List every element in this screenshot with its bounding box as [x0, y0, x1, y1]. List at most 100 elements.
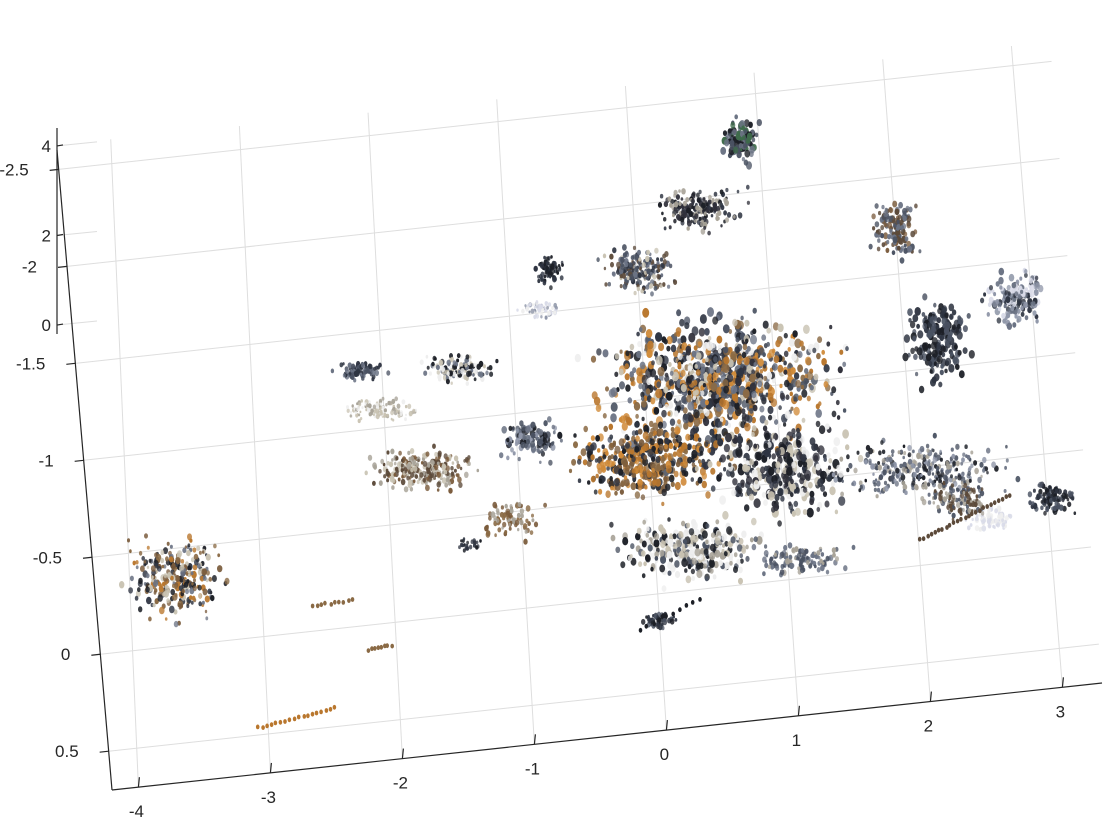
cloud-point — [1032, 488, 1036, 493]
cloud-point — [700, 390, 705, 397]
cloud-point — [372, 413, 375, 416]
cloud-point — [269, 722, 274, 728]
cloud-point — [685, 575, 692, 584]
cloud-point — [538, 429, 544, 436]
cloud-point — [506, 455, 510, 461]
cloud-point — [550, 255, 553, 259]
cloud-point — [966, 499, 970, 505]
cloud-point — [616, 261, 621, 269]
cloud-point — [488, 365, 493, 371]
cloud-point — [696, 569, 703, 579]
cloud-point — [376, 645, 381, 651]
cloud-point — [745, 338, 749, 344]
cloud-point — [596, 348, 602, 356]
cloud-point — [430, 459, 435, 465]
cloud-point — [657, 268, 661, 273]
cloud-point — [868, 447, 873, 455]
cloud-point — [829, 324, 833, 330]
cloud-point — [502, 521, 507, 528]
cloud-point — [403, 486, 409, 493]
cloud-point — [393, 473, 397, 477]
cloud-point — [467, 361, 471, 366]
cloud-point — [833, 476, 838, 483]
cloud-point — [345, 368, 350, 375]
grid-line-x — [110, 139, 139, 788]
grid-lines — [56, 45, 1099, 788]
cloud-point — [800, 453, 807, 463]
cloud-point — [419, 359, 424, 366]
cloud-point — [436, 370, 440, 375]
cloud-point — [175, 575, 180, 582]
cloud-point — [703, 563, 707, 569]
cloud-point — [1042, 492, 1046, 498]
cloud-point — [816, 567, 821, 573]
cloud-point — [619, 284, 623, 289]
cloud-point — [944, 491, 948, 496]
cloud-point — [162, 592, 166, 597]
cloud-point — [897, 450, 901, 455]
cloud-point — [441, 477, 447, 484]
cloud-point — [451, 461, 455, 465]
cloud-point — [945, 469, 950, 475]
cloud-point — [681, 188, 686, 195]
cloud-point — [731, 488, 737, 497]
cloud-point — [625, 384, 631, 392]
cloud-point — [314, 710, 319, 716]
cloud-point — [507, 441, 512, 448]
cloud-point — [758, 347, 765, 356]
cloud-point — [630, 543, 635, 550]
cloud-point — [664, 431, 670, 439]
cloud-point — [1051, 489, 1055, 494]
cloud-point — [638, 561, 643, 567]
cloud-point — [816, 550, 821, 556]
cloud-point — [831, 472, 836, 478]
cloud-point — [741, 530, 747, 538]
cloud-point — [172, 571, 176, 576]
cloud-point — [723, 210, 727, 216]
cloud-point — [557, 264, 561, 268]
cloud-point — [391, 458, 394, 462]
cloud-point — [733, 437, 738, 444]
cloud-point — [602, 454, 607, 460]
cloud-point — [669, 618, 675, 625]
cloud-point — [763, 448, 771, 458]
cloud-point — [819, 558, 823, 564]
cloud-point — [933, 494, 937, 500]
cloud-point — [645, 388, 651, 395]
cloud-point — [632, 245, 637, 251]
cloud-point — [161, 564, 165, 569]
cloud-point — [779, 392, 785, 400]
cloud-point — [537, 307, 542, 313]
cloud-point — [920, 496, 925, 502]
cloud-point — [825, 569, 830, 575]
cloud-point — [708, 194, 712, 201]
cloud-point — [542, 437, 546, 442]
cloud-point — [734, 346, 740, 354]
cloud-point — [595, 473, 599, 479]
cloud-point — [180, 570, 186, 577]
cloud-point — [1004, 519, 1008, 525]
cloud-point — [614, 490, 618, 496]
cloud-point — [190, 557, 195, 563]
cloud-point — [552, 276, 557, 282]
cloud-point — [966, 454, 971, 460]
cloud-point — [533, 265, 538, 272]
cloud-point — [960, 481, 964, 485]
cloud-point — [635, 532, 641, 541]
y-tick-mark — [74, 459, 84, 462]
cloud-point — [928, 465, 932, 471]
cloud-point — [489, 371, 494, 377]
cloud-point — [347, 598, 351, 603]
cloud-point — [996, 317, 1002, 324]
cloud-point — [660, 262, 665, 269]
cloud-point — [169, 556, 174, 563]
cloud-point — [826, 341, 831, 347]
cloud-point — [944, 312, 949, 319]
cloud-point — [680, 335, 687, 344]
cloud-point — [530, 440, 536, 448]
cloud-point — [358, 413, 361, 417]
cloud-point — [962, 452, 966, 457]
cloud-point — [668, 403, 673, 409]
cloud-point — [1045, 507, 1049, 513]
cloud-point — [192, 585, 197, 592]
